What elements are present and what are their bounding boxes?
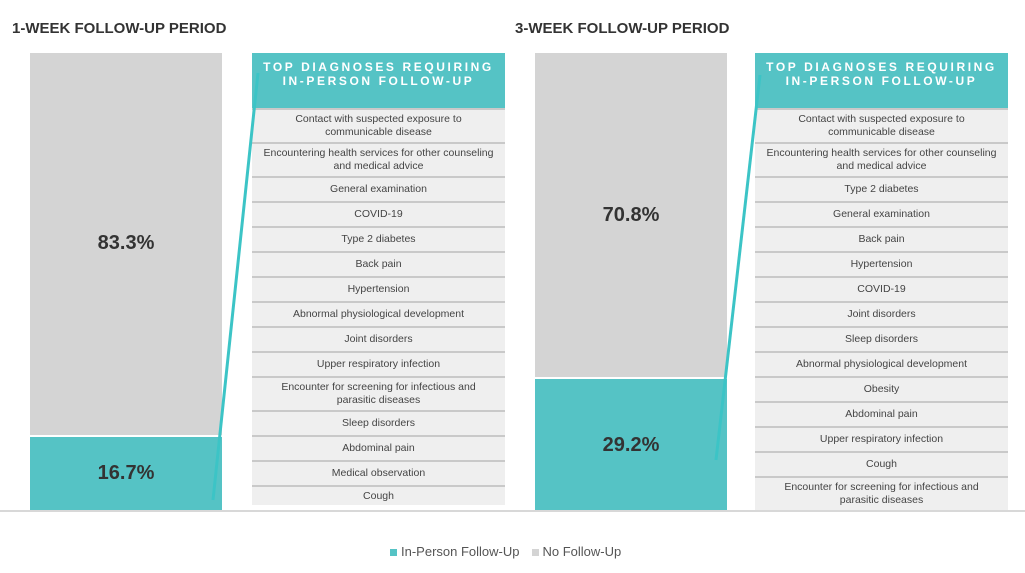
table-row: COVID-19 [755, 276, 1008, 301]
bar-segment-no-follow-up: 70.8% [535, 53, 727, 378]
bar-label-in-person: 16.7% [97, 462, 155, 485]
table-row: Encounter for screening for infectious a… [252, 376, 505, 410]
panel-title-1-week: 1-WEEK FOLLOW-UP PERIOD [12, 20, 227, 37]
table-header: TOP DIAGNOSES REQUIRING IN-PERSON FOLLOW… [252, 53, 505, 108]
bar-segment-in-person: 16.7% [30, 434, 222, 511]
table-row: Type 2 diabetes [252, 226, 505, 251]
table-row: Upper respiratory infection [252, 351, 505, 376]
legend-swatch-no-follow-up [531, 549, 539, 557]
table-row: Hypertension [252, 276, 505, 301]
legend-item-no-follow-up: No Follow-Up [531, 544, 622, 559]
legend-swatch-in-person [390, 549, 397, 557]
table-row: Sleep disorders [755, 326, 1008, 351]
table-row: General examination [252, 176, 505, 201]
table-row: Joint disorders [252, 326, 505, 351]
table-row: Joint disorders [755, 301, 1008, 326]
legend-label: In-Person Follow-Up [401, 544, 520, 559]
table-row: Contact with suspected exposure to commu… [252, 108, 505, 142]
table-row: Hypertension [755, 251, 1008, 276]
table-row: Upper respiratory infection [755, 426, 1008, 451]
bar-label-no-follow-up: 70.8% [602, 203, 660, 226]
table-header: TOP DIAGNOSES REQUIRING IN-PERSON FOLLOW… [755, 53, 1008, 108]
table-row: Sleep disorders [252, 410, 505, 435]
bar-label-no-follow-up: 83.3% [97, 232, 155, 255]
legend: In-Person Follow-Up No Follow-Up [390, 544, 621, 559]
table-row: COVID-19 [252, 201, 505, 226]
bar-label-in-person: 29.2% [602, 433, 660, 456]
diagnoses-table-3-week: TOP DIAGNOSES REQUIRING IN-PERSON FOLLOW… [755, 53, 1008, 510]
table-row: Abnormal physiological development [252, 301, 505, 326]
table-row: Medical observation [252, 460, 505, 485]
table-row: Encounter for screening for infectious a… [755, 476, 1008, 510]
table-row: Cough [252, 485, 505, 505]
diagnoses-table-1-week: TOP DIAGNOSES REQUIRING IN-PERSON FOLLOW… [252, 53, 505, 505]
table-row: Abnormal physiological development [755, 351, 1008, 376]
bar-segment-in-person: 29.2% [535, 377, 727, 511]
bar-segment-no-follow-up: 83.3% [30, 53, 222, 435]
legend-label: No Follow-Up [542, 544, 622, 559]
legend-item-in-person: In-Person Follow-Up [390, 544, 520, 559]
stacked-bar-3-week: 70.8% 29.2% [535, 53, 727, 511]
table-row: Obesity [755, 376, 1008, 401]
table-row: Back pain [252, 251, 505, 276]
stacked-bar-1-week: 83.3% 16.7% [30, 53, 222, 511]
table-row: Type 2 diabetes [755, 176, 1008, 201]
table-row: Encountering health services for other c… [755, 142, 1008, 176]
panel-title-3-week: 3-WEEK FOLLOW-UP PERIOD [515, 20, 730, 37]
table-row: Contact with suspected exposure to commu… [755, 108, 1008, 142]
table-row: Encountering health services for other c… [252, 142, 505, 176]
table-row: General examination [755, 201, 1008, 226]
table-row: Abdominal pain [252, 435, 505, 460]
table-row: Cough [755, 451, 1008, 476]
table-row: Back pain [755, 226, 1008, 251]
table-row: Abdominal pain [755, 401, 1008, 426]
baseline [0, 510, 1025, 512]
